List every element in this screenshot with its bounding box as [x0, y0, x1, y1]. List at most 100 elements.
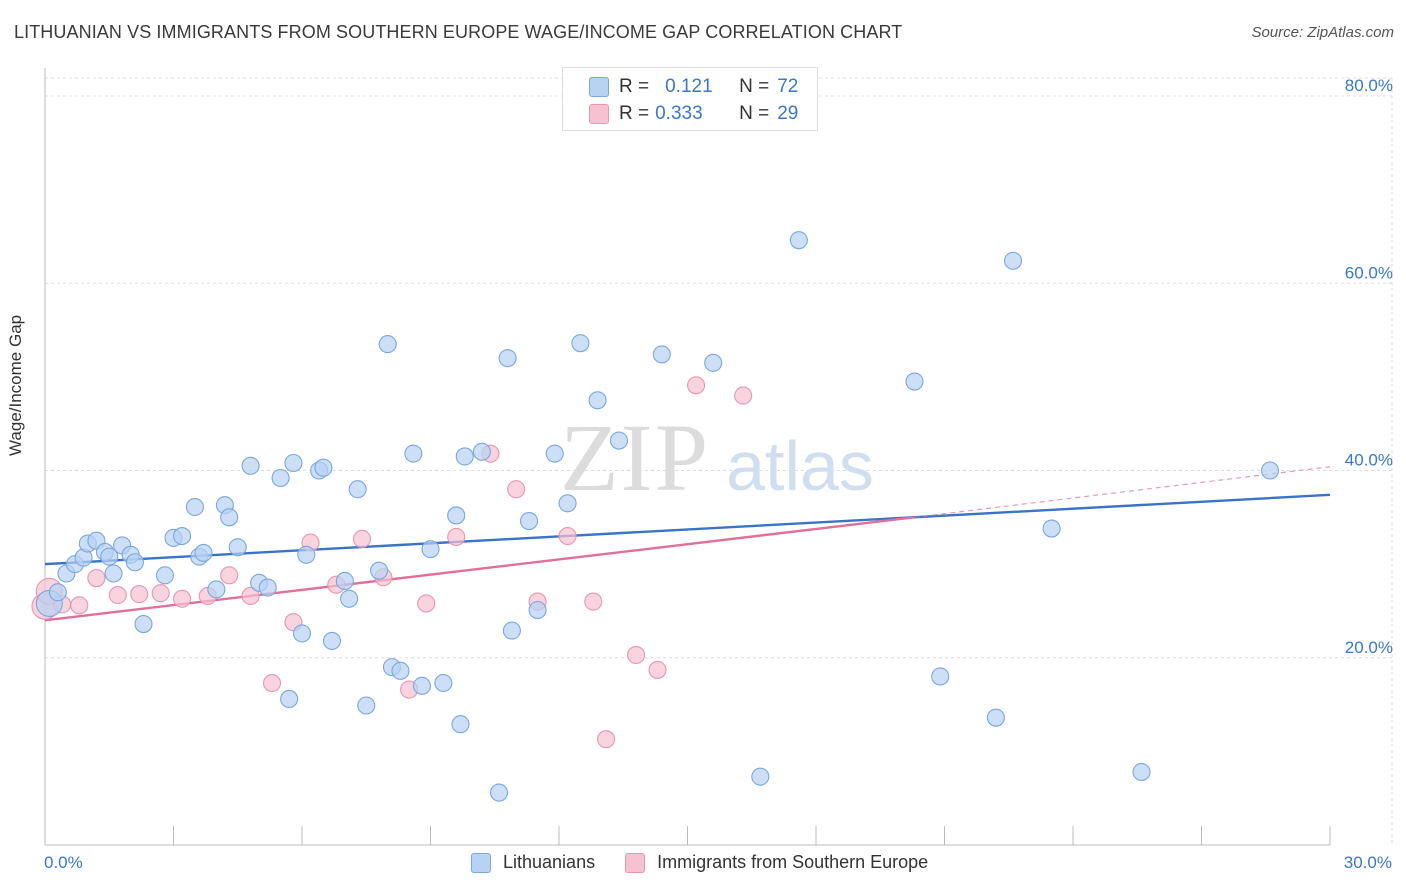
point-lithuanians — [789, 231, 808, 250]
point-lithuanians — [412, 676, 431, 695]
point-lithuanians — [652, 345, 671, 364]
point-southern-europe — [597, 730, 616, 749]
point-lithuanians — [489, 783, 509, 802]
point-southern-europe — [173, 589, 192, 608]
point-lithuanians — [455, 447, 474, 466]
point-lithuanians — [297, 545, 316, 564]
point-lithuanians — [558, 494, 577, 513]
point-lithuanians — [100, 547, 119, 566]
point-lithuanians — [421, 540, 440, 559]
legend-swatch-pink — [589, 104, 609, 124]
y-tick-label: 60.0% — [1345, 263, 1393, 282]
point-lithuanians — [125, 553, 144, 572]
point-lithuanians — [228, 538, 247, 557]
point-lithuanians — [1260, 461, 1280, 480]
point-lithuanians — [370, 561, 389, 580]
point-southern-europe — [130, 585, 149, 604]
point-lithuanians — [357, 696, 376, 715]
axes — [44, 68, 1331, 846]
point-lithuanians — [447, 506, 466, 525]
data-points — [31, 231, 1280, 802]
point-southern-europe — [447, 527, 466, 547]
point-southern-europe — [151, 584, 170, 603]
n-value: 29 — [777, 103, 799, 124]
point-lithuanians — [314, 458, 333, 477]
y-axis-label: Wage/Income Gap — [6, 314, 25, 456]
y-tick-label: 40.0% — [1345, 451, 1393, 470]
x-tick-min: 0.0% — [44, 853, 83, 872]
point-southern-europe — [734, 386, 753, 405]
point-southern-europe — [558, 526, 577, 546]
point-lithuanians — [1042, 519, 1061, 538]
point-lithuanians — [434, 673, 453, 693]
point-lithuanians — [280, 689, 299, 708]
point-lithuanians — [571, 334, 590, 353]
point-lithuanians — [335, 571, 354, 591]
point-lithuanians — [751, 767, 770, 786]
point-lithuanians — [528, 600, 547, 620]
point-lithuanians — [704, 353, 723, 372]
point-southern-europe — [108, 585, 127, 605]
point-lithuanians — [155, 566, 174, 585]
watermark-zip: ZIP — [560, 404, 710, 511]
point-southern-europe — [70, 596, 89, 615]
point-lithuanians — [271, 468, 290, 488]
point-lithuanians — [284, 453, 303, 473]
point-lithuanians — [545, 444, 564, 463]
point-lithuanians — [472, 442, 491, 461]
point-southern-europe — [241, 586, 260, 606]
point-southern-europe — [627, 645, 646, 664]
watermark: ZIP atlas — [560, 404, 874, 511]
point-lithuanians — [173, 526, 192, 546]
r-value: 0.333 — [655, 103, 703, 124]
point-lithuanians — [207, 580, 226, 599]
y-tick-labels: 20.0% 40.0% 60.0% 80.0% — [1345, 76, 1393, 657]
point-lithuanians — [322, 631, 342, 650]
trend-line-extension — [914, 466, 1331, 518]
point-lithuanians — [194, 543, 213, 562]
point-southern-europe — [584, 592, 603, 611]
x-tick-max: 30.0% — [1343, 853, 1392, 872]
legend-swatch-blue — [471, 852, 491, 873]
point-lithuanians — [241, 456, 260, 475]
point-southern-europe — [417, 594, 436, 613]
point-southern-europe — [648, 660, 667, 679]
point-southern-europe — [220, 566, 239, 585]
series-legend: Lithuanians Immigrants from Southern Eur… — [471, 852, 958, 873]
legend-item-lithuanians: Lithuanians — [471, 852, 595, 873]
point-lithuanians — [905, 372, 924, 391]
n-label: N = — [739, 76, 770, 97]
gridlines — [45, 77, 1393, 845]
point-southern-europe — [262, 673, 282, 693]
point-lithuanians — [1003, 251, 1023, 270]
point-lithuanians — [931, 667, 950, 686]
point-lithuanians — [986, 708, 1005, 727]
y-tick-label: 80.0% — [1345, 76, 1393, 95]
point-southern-europe — [507, 480, 526, 499]
legend-swatch-pink — [625, 852, 646, 873]
point-lithuanians — [498, 349, 517, 368]
point-southern-europe — [87, 569, 106, 588]
trend-line-lithuanians — [44, 493, 1331, 566]
point-lithuanians — [134, 614, 153, 634]
point-lithuanians — [48, 583, 67, 602]
point-lithuanians — [185, 497, 204, 517]
point-lithuanians — [220, 508, 239, 527]
point-lithuanians — [292, 624, 312, 643]
legend-label: Immigrants from Southern Europe — [657, 852, 929, 872]
point-lithuanians — [391, 661, 410, 680]
point-lithuanians — [519, 512, 539, 531]
point-southern-europe — [687, 376, 706, 395]
point-southern-europe — [352, 529, 372, 548]
point-lithuanians — [104, 564, 123, 583]
watermark-atlas: atlas — [726, 427, 874, 505]
chart-title: LITHUANIAN VS IMMIGRANTS FROM SOUTHERN E… — [14, 22, 903, 42]
point-lithuanians — [348, 480, 367, 499]
legend-swatch-blue — [589, 77, 609, 97]
point-lithuanians — [451, 715, 470, 734]
legend-row-southern-europe: R = 0.333 N = 29 — [619, 102, 798, 126]
source-label: Source: ZipAtlas.com — [1251, 24, 1394, 41]
correlation-legend: R = 0.121 N = 72 R = 0.333 N = 29 — [562, 67, 818, 131]
r-label: R = — [619, 103, 650, 124]
